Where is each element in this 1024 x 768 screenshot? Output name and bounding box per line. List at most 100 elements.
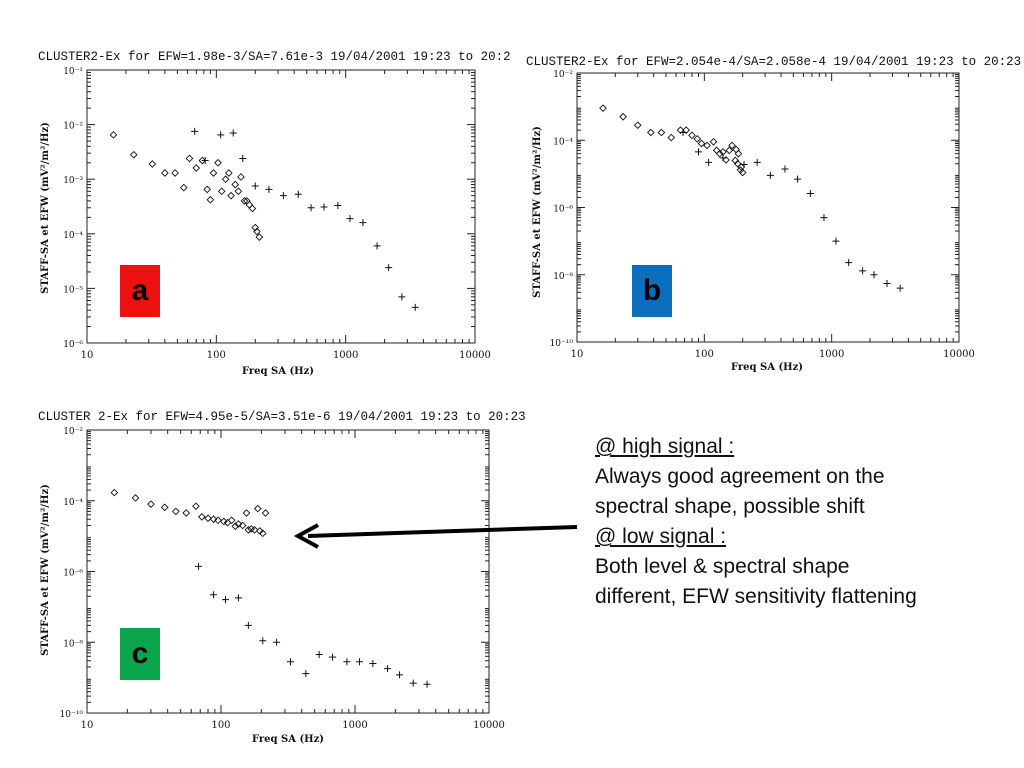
data-point-diamond	[214, 516, 222, 525]
data-point-plus	[385, 264, 393, 272]
data-point-diamond	[667, 133, 676, 142]
x-axis-label-b: Freq SA (Hz)	[731, 362, 803, 373]
badge-c: c	[120, 628, 160, 680]
data-point-plus	[221, 596, 229, 604]
chart-title-a: CLUSTER2-Ex for EFW=1.98e-3/SA=7.61e-3 1…	[38, 50, 511, 64]
observation-note: @ high signal : Always good agreement on…	[595, 432, 1020, 612]
data-point-diamond	[253, 504, 262, 513]
data-point-diamond	[234, 520, 243, 528]
data-point-plus	[273, 638, 281, 646]
data-point-diamond	[110, 488, 119, 497]
y-tick-label: 10⁻⁴	[63, 498, 83, 508]
data-point-diamond	[160, 503, 169, 512]
data-point-diamond	[182, 509, 191, 517]
data-point-diamond	[198, 156, 207, 165]
data-point-diamond	[242, 197, 251, 205]
data-point-plus	[781, 165, 789, 173]
data-point-plus	[396, 671, 404, 679]
data-point-diamond	[206, 195, 215, 204]
x-tick-label: 10	[81, 350, 94, 361]
x-tick-label: 10000	[943, 349, 975, 360]
x-axis-label-a: Freq SA (Hz)	[242, 366, 314, 377]
data-point-diamond	[192, 502, 200, 511]
chart-c-marks: 10 100 1000 10000 10⁻¹⁰ 10⁻⁸ 10⁻⁶ 10⁻⁴ 10⁻²	[60, 427, 505, 731]
data-point-plus	[239, 154, 247, 162]
data-point-plus	[346, 215, 354, 223]
chart-plot-c: 10 100 1000 10000 10⁻¹⁰ 10⁻⁸ 10⁻⁶ 10⁻⁴ 10⁻² Freq…	[40, 427, 505, 745]
data-point-diamond	[161, 169, 169, 177]
y-tick-label: 10⁻⁴	[553, 137, 573, 147]
data-point-plus	[883, 279, 891, 287]
data-point-diamond	[185, 154, 194, 163]
chart-panel-b: CLUSTER2-Ex for EFW=2.054e-4/SA=2.058e-4…	[520, 0, 1024, 390]
data-point-diamond	[203, 185, 212, 194]
data-point-diamond	[231, 180, 240, 189]
data-point-diamond	[261, 509, 270, 517]
data-point-plus	[832, 237, 840, 245]
x-tick-label: 1000	[333, 350, 358, 361]
data-point-plus	[201, 157, 209, 165]
data-point-diamond	[737, 163, 746, 171]
data-point-plus	[859, 267, 867, 275]
data-point-diamond	[245, 200, 254, 209]
data-point-diamond	[242, 509, 251, 517]
data-point-plus	[329, 653, 337, 661]
data-point-diamond	[250, 526, 259, 534]
y-tick-label: 10⁻²	[63, 427, 83, 437]
data-point-diamond	[599, 104, 607, 112]
data-point-plus	[334, 201, 342, 209]
data-point-plus	[217, 131, 225, 139]
data-point-plus	[845, 259, 853, 267]
x-tick-label: 100	[211, 720, 230, 731]
data-point-diamond	[709, 137, 718, 146]
data-point-plus	[820, 214, 828, 222]
data-point-plus	[719, 154, 727, 162]
data-point-plus	[315, 651, 323, 659]
x-tick-label: 10	[81, 720, 94, 731]
data-point-plus	[251, 182, 259, 190]
data-point-plus	[359, 219, 367, 227]
data-point-diamond	[192, 164, 201, 172]
data-point-diamond	[227, 191, 235, 200]
y-axis-label-a: STAFF-SA et EFW (mV²/m²/Hz)	[40, 122, 51, 294]
data-point-diamond	[715, 149, 724, 158]
data-point-plus	[294, 190, 302, 198]
chart-title-c: CLUSTER 2-Ex for EFW=4.95e-5/SA=3.51e-6 …	[38, 410, 526, 424]
data-point-diamond	[214, 158, 222, 167]
data-point-plus	[286, 658, 294, 666]
data-point-diamond	[129, 150, 138, 159]
chart-plot-a: 10 100 1000 10000 10⁻⁶ 10⁻⁵ 10⁻⁴ 10⁻³ 10⁻² 10⁻¹ F…	[40, 67, 491, 377]
data-point-plus	[320, 203, 328, 211]
chart-plot-b: 10 100 1000 10000 10⁻¹⁰ 10⁻⁸ 10⁻⁶ 10⁻⁴ 10⁻² Freq…	[532, 70, 975, 373]
data-point-diamond	[693, 135, 702, 143]
data-point-diamond	[646, 128, 655, 137]
y-tick-label: 10⁻⁸	[553, 272, 573, 282]
data-point-plus	[870, 271, 878, 279]
data-point-diamond	[240, 197, 249, 205]
data-point-diamond	[198, 513, 206, 521]
chart-panel-a: CLUSTER2-Ex for EFW=1.98e-3/SA=7.61e-3 1…	[0, 0, 520, 390]
data-point-diamond	[231, 522, 240, 531]
data-point-diamond	[220, 517, 228, 526]
data-point-plus	[896, 284, 904, 292]
data-point-diamond	[248, 204, 257, 213]
y-tick-label: 10⁻¹	[63, 67, 83, 77]
data-point-plus	[195, 562, 203, 570]
data-point-plus	[234, 594, 242, 602]
data-point-plus	[279, 192, 287, 200]
data-point-plus	[384, 665, 392, 673]
data-point-plus	[679, 129, 687, 137]
data-point-diamond	[131, 494, 140, 502]
chart-a-marks: 10 100 1000 10000 10⁻⁶ 10⁻⁵ 10⁻⁴ 10⁻³ 10⁻² 10⁻¹	[63, 67, 491, 361]
chart-title-b: CLUSTER2-Ex for EFW=2.054e-4/SA=2.058e-4…	[526, 55, 1022, 69]
data-point-diamond	[712, 146, 721, 155]
data-point-diamond	[734, 149, 743, 158]
data-point-diamond	[258, 529, 267, 538]
data-point-diamond	[147, 500, 155, 509]
data-point-plus	[244, 621, 252, 629]
y-tick-label: 10⁻⁴	[63, 231, 83, 241]
data-point-plus	[695, 148, 703, 156]
y-tick-label: 10⁻⁶	[63, 569, 83, 579]
data-point-diamond	[171, 169, 179, 177]
badge-b: b	[632, 265, 672, 317]
